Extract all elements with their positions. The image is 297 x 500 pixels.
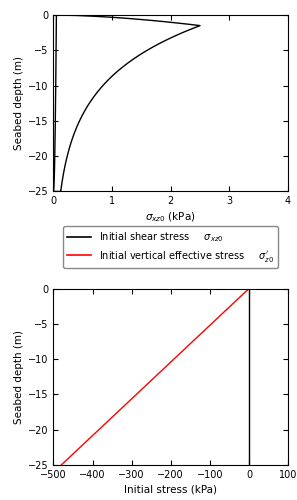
X-axis label: $\sigma_{xz0}$ (kPa): $\sigma_{xz0}$ (kPa) [146, 210, 196, 224]
Text: (a): (a) [161, 238, 180, 252]
Legend: Initial shear stress     $\sigma_{xz0}$, Initial vertical effective stress     $: Initial shear stress $\sigma_{xz0}$, Ini… [63, 226, 278, 268]
Y-axis label: Seabed depth (m): Seabed depth (m) [14, 56, 24, 150]
Y-axis label: Seabed depth (m): Seabed depth (m) [14, 330, 24, 424]
X-axis label: Initial stress (kPa): Initial stress (kPa) [124, 484, 217, 494]
